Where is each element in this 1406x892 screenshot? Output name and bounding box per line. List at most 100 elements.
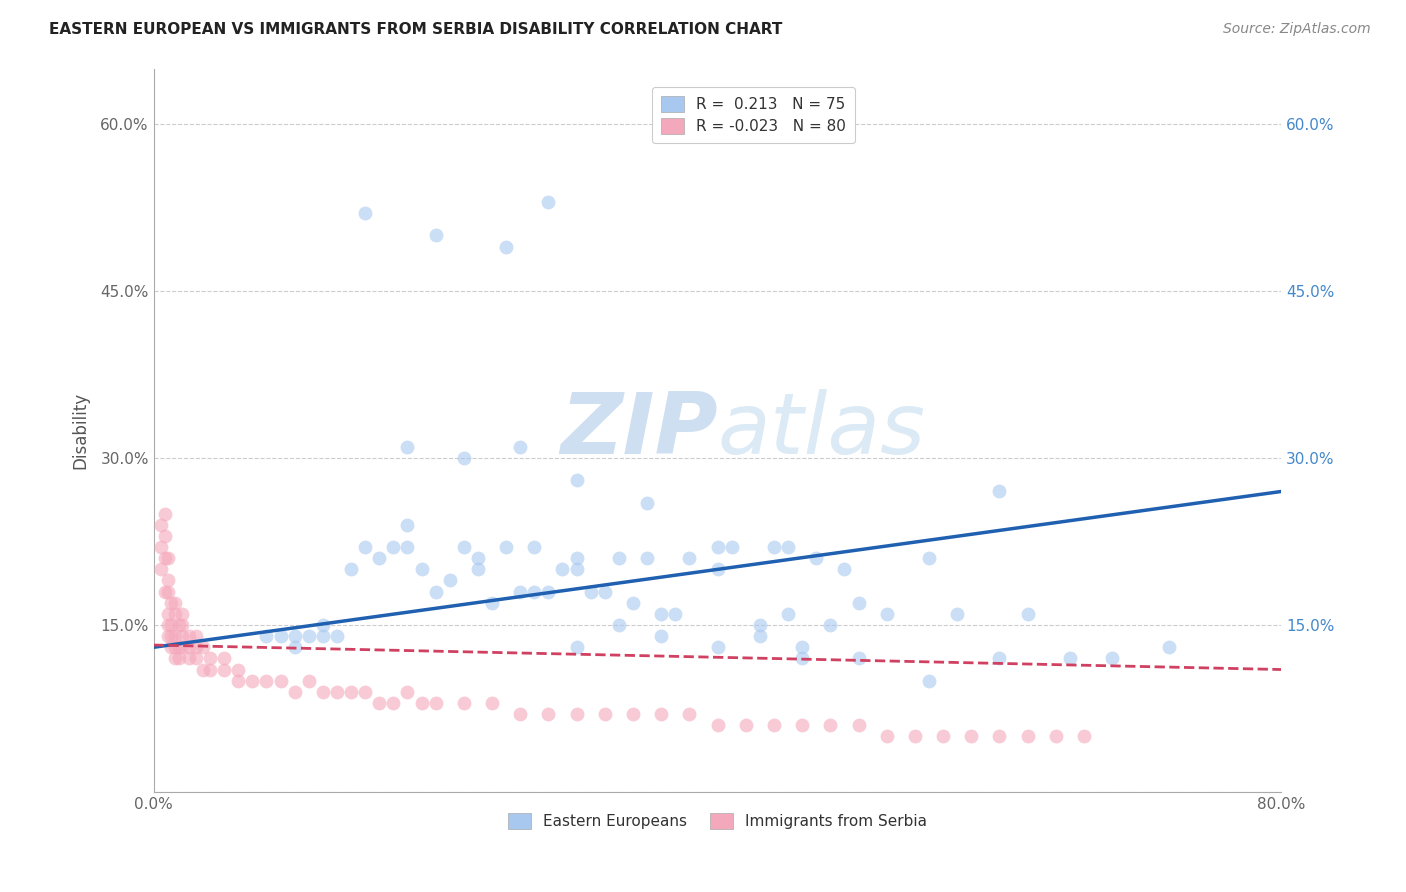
Point	[156, 574, 179, 588]
Point	[326, 685, 349, 699]
Point	[1059, 651, 1081, 665]
Point	[537, 195, 560, 210]
Point	[396, 540, 419, 554]
Point	[149, 517, 172, 532]
Point	[159, 629, 181, 643]
Point	[159, 618, 181, 632]
Point	[495, 239, 517, 253]
Point	[368, 696, 391, 710]
Point	[565, 562, 588, 576]
Point	[284, 629, 307, 643]
Point	[226, 673, 249, 688]
Point	[163, 607, 186, 621]
Point	[820, 618, 842, 632]
Point	[621, 596, 644, 610]
Point	[425, 696, 447, 710]
Point	[636, 495, 658, 509]
Point	[565, 707, 588, 722]
Point	[163, 651, 186, 665]
Point	[960, 729, 983, 743]
Point	[156, 629, 179, 643]
Point	[607, 618, 630, 632]
Point	[876, 729, 898, 743]
Point	[411, 696, 433, 710]
Point	[156, 584, 179, 599]
Y-axis label: Disability: Disability	[72, 392, 89, 469]
Point	[820, 718, 842, 732]
Point	[368, 551, 391, 566]
Point	[411, 562, 433, 576]
Point	[593, 707, 616, 722]
Point	[776, 540, 799, 554]
Point	[1101, 651, 1123, 665]
Point	[312, 685, 335, 699]
Point	[354, 540, 377, 554]
Point	[149, 540, 172, 554]
Point	[163, 640, 186, 655]
Point	[792, 640, 814, 655]
Point	[565, 473, 588, 487]
Point	[848, 596, 870, 610]
Point	[177, 640, 200, 655]
Point	[177, 629, 200, 643]
Point	[212, 651, 235, 665]
Point	[792, 718, 814, 732]
Point	[298, 629, 321, 643]
Point	[946, 607, 969, 621]
Point	[792, 651, 814, 665]
Point	[326, 629, 349, 643]
Point	[509, 584, 531, 599]
Point	[988, 484, 1011, 499]
Text: atlas: atlas	[717, 389, 925, 472]
Point	[706, 562, 728, 576]
Point	[439, 574, 461, 588]
Point	[593, 584, 616, 599]
Point	[579, 584, 602, 599]
Point	[918, 551, 941, 566]
Point	[198, 651, 221, 665]
Point	[848, 718, 870, 732]
Point	[184, 651, 207, 665]
Point	[396, 517, 419, 532]
Point	[748, 618, 770, 632]
Point	[650, 629, 672, 643]
Point	[537, 584, 560, 599]
Point	[167, 640, 190, 655]
Point	[904, 729, 927, 743]
Point	[242, 673, 264, 688]
Point	[1157, 640, 1180, 655]
Point	[806, 551, 828, 566]
Point	[354, 685, 377, 699]
Point	[762, 540, 785, 554]
Point	[706, 640, 728, 655]
Point	[153, 584, 176, 599]
Point	[170, 640, 193, 655]
Legend: Eastern Europeans, Immigrants from Serbia: Eastern Europeans, Immigrants from Serbi…	[502, 806, 934, 835]
Point	[495, 540, 517, 554]
Point	[918, 673, 941, 688]
Point	[664, 607, 686, 621]
Point	[163, 629, 186, 643]
Point	[988, 651, 1011, 665]
Point	[153, 551, 176, 566]
Point	[284, 640, 307, 655]
Point	[153, 507, 176, 521]
Point	[153, 529, 176, 543]
Point	[509, 707, 531, 722]
Point	[776, 607, 799, 621]
Point	[720, 540, 742, 554]
Point	[1073, 729, 1095, 743]
Point	[177, 651, 200, 665]
Point	[298, 673, 321, 688]
Point	[848, 651, 870, 665]
Text: ZIP: ZIP	[560, 389, 717, 472]
Point	[270, 629, 292, 643]
Point	[650, 707, 672, 722]
Point	[382, 540, 405, 554]
Point	[159, 640, 181, 655]
Point	[256, 673, 278, 688]
Point	[537, 707, 560, 722]
Point	[734, 718, 756, 732]
Point	[340, 685, 363, 699]
Point	[1045, 729, 1067, 743]
